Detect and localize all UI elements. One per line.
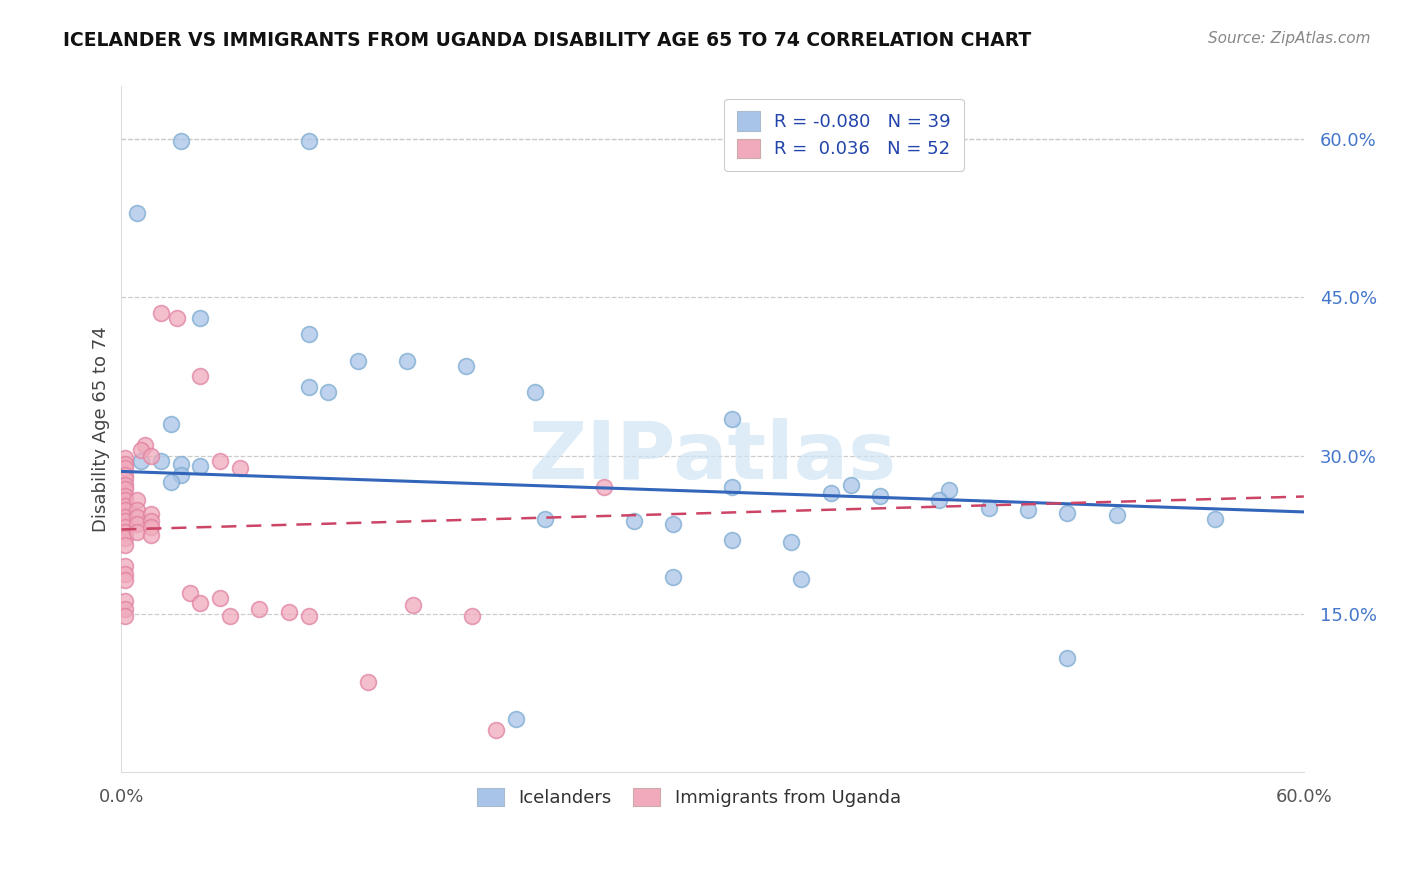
- Point: [179, 585, 201, 599]
- Point: [928, 492, 950, 507]
- Point: [139, 514, 162, 528]
- Point: [524, 385, 547, 400]
- Point: [721, 411, 744, 425]
- Point: [139, 520, 162, 534]
- Point: [114, 573, 136, 587]
- Point: [534, 512, 557, 526]
- Point: [318, 385, 340, 400]
- Point: [114, 538, 136, 552]
- Point: [114, 483, 136, 497]
- Point: [159, 475, 181, 489]
- Point: [114, 472, 136, 486]
- Point: [114, 601, 136, 615]
- Point: [114, 500, 136, 514]
- Point: [456, 359, 478, 373]
- Point: [593, 480, 616, 494]
- Point: [127, 524, 149, 539]
- Point: [721, 480, 744, 494]
- Point: [623, 514, 645, 528]
- Point: [505, 712, 527, 726]
- Point: [396, 353, 419, 368]
- Point: [114, 566, 136, 581]
- Point: [114, 509, 136, 524]
- Point: [188, 459, 211, 474]
- Point: [977, 501, 1000, 516]
- Point: [298, 327, 321, 342]
- Point: [790, 572, 813, 586]
- Point: [298, 134, 321, 148]
- Point: [114, 467, 136, 482]
- Point: [114, 503, 136, 517]
- Point: [129, 443, 152, 458]
- Point: [298, 609, 321, 624]
- Point: [218, 609, 240, 624]
- Y-axis label: Disability Age 65 to 74: Disability Age 65 to 74: [93, 326, 110, 533]
- Point: [166, 311, 188, 326]
- Point: [169, 467, 191, 482]
- Point: [1017, 503, 1039, 517]
- Legend: Icelanders, Immigrants from Uganda: Icelanders, Immigrants from Uganda: [470, 780, 908, 814]
- Point: [114, 478, 136, 492]
- Point: [139, 527, 162, 541]
- Point: [169, 457, 191, 471]
- Point: [208, 591, 231, 605]
- Point: [662, 517, 685, 532]
- Point: [247, 601, 270, 615]
- Point: [127, 509, 149, 524]
- Point: [169, 134, 191, 148]
- Point: [820, 485, 842, 500]
- Text: ICELANDER VS IMMIGRANTS FROM UGANDA DISABILITY AGE 65 TO 74 CORRELATION CHART: ICELANDER VS IMMIGRANTS FROM UGANDA DISA…: [63, 31, 1032, 50]
- Point: [938, 483, 960, 498]
- Point: [208, 454, 231, 468]
- Point: [347, 353, 370, 368]
- Point: [149, 454, 172, 468]
- Point: [188, 369, 211, 384]
- Point: [114, 559, 136, 574]
- Point: [839, 478, 862, 492]
- Point: [188, 596, 211, 610]
- Text: Source: ZipAtlas.com: Source: ZipAtlas.com: [1208, 31, 1371, 46]
- Point: [1204, 512, 1226, 526]
- Point: [127, 503, 149, 517]
- Point: [402, 599, 425, 613]
- Point: [114, 609, 136, 624]
- Point: [461, 609, 484, 624]
- Point: [134, 438, 156, 452]
- Point: [114, 450, 136, 465]
- Point: [485, 723, 508, 737]
- Point: [869, 489, 891, 503]
- Point: [278, 605, 301, 619]
- Point: [114, 514, 136, 528]
- Point: [357, 675, 380, 690]
- Point: [114, 457, 136, 471]
- Point: [129, 454, 152, 468]
- Point: [114, 524, 136, 539]
- Point: [127, 206, 149, 220]
- Point: [188, 311, 211, 326]
- Text: ZIPatlas: ZIPatlas: [529, 417, 897, 496]
- Point: [114, 461, 136, 475]
- Point: [1056, 506, 1078, 520]
- Point: [159, 417, 181, 431]
- Point: [228, 461, 250, 475]
- Point: [780, 535, 803, 549]
- Point: [149, 306, 172, 320]
- Point: [114, 492, 136, 507]
- Point: [662, 570, 685, 584]
- Point: [721, 533, 744, 547]
- Point: [114, 520, 136, 534]
- Point: [114, 594, 136, 608]
- Point: [127, 492, 149, 507]
- Point: [298, 380, 321, 394]
- Point: [127, 517, 149, 532]
- Point: [114, 489, 136, 503]
- Point: [139, 507, 162, 521]
- Point: [114, 531, 136, 545]
- Point: [139, 449, 162, 463]
- Point: [1105, 508, 1128, 522]
- Point: [1056, 651, 1078, 665]
